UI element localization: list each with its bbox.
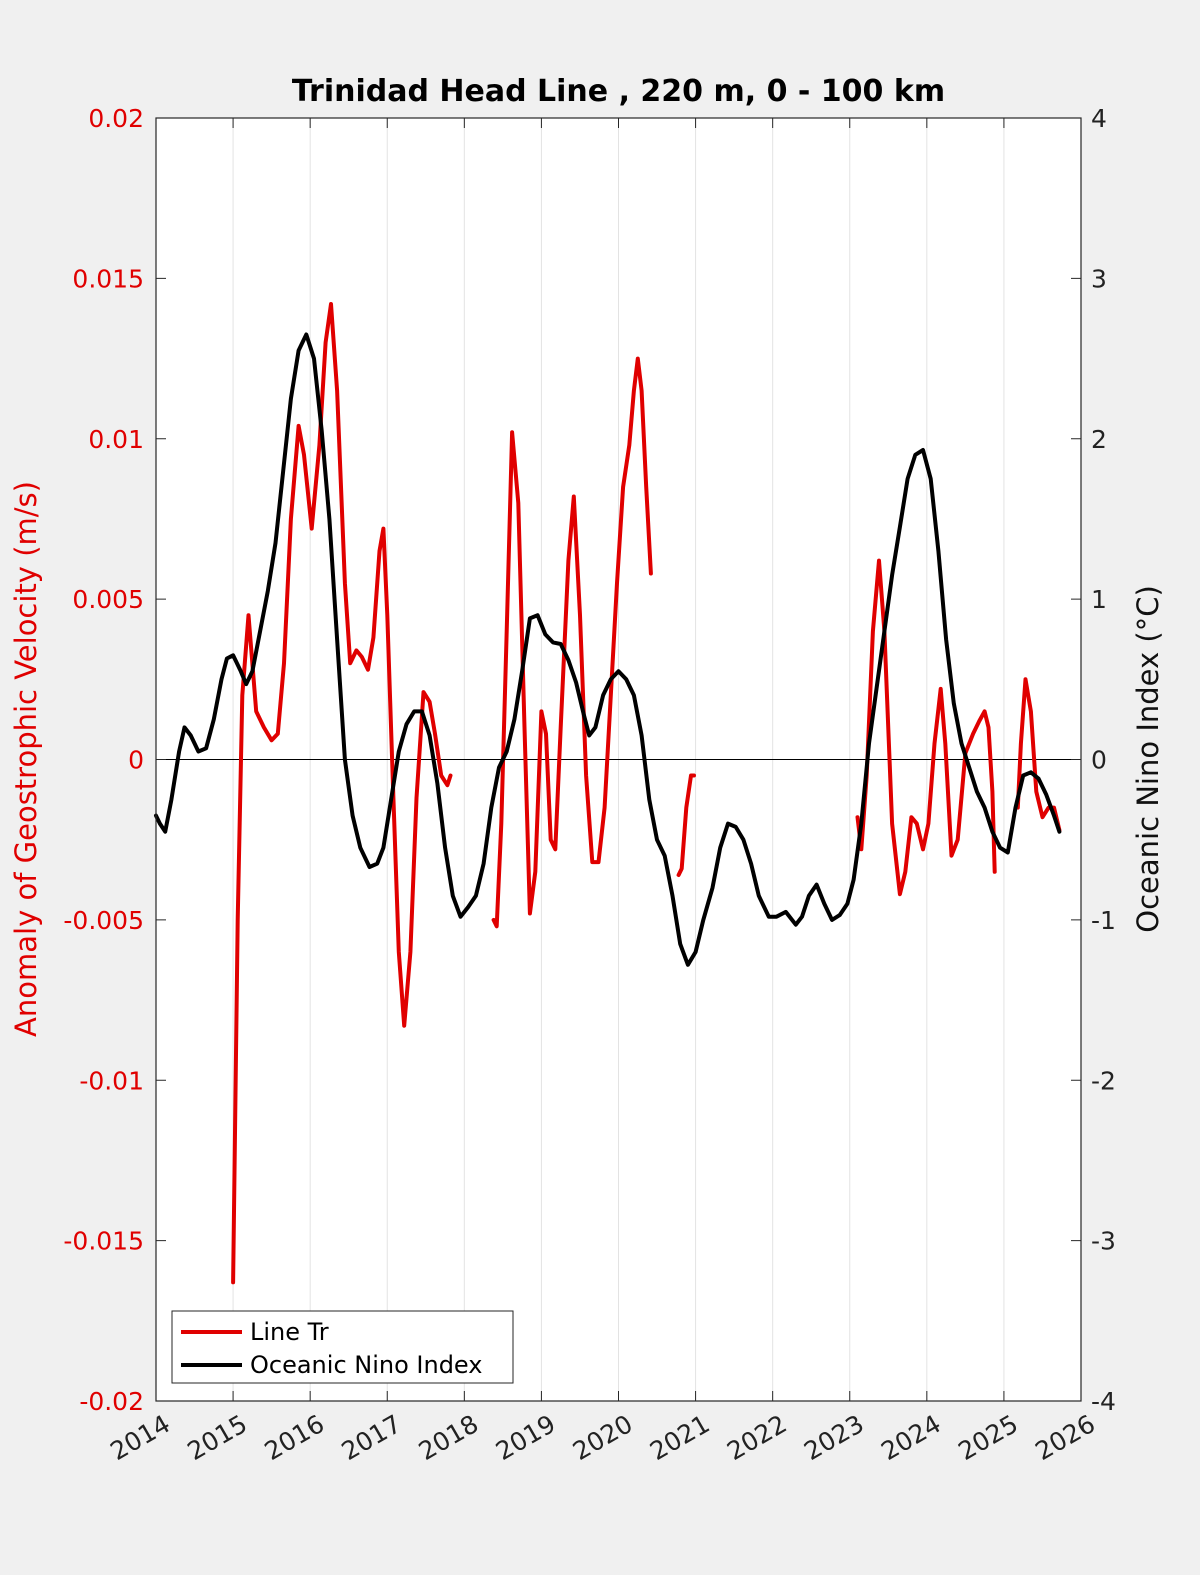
series-group <box>154 302 1062 1285</box>
legend: Line Tr Oceanic Nino Index <box>171 1310 514 1384</box>
y-tick-label-left: -0.01 <box>79 1066 144 1095</box>
y-tick-label-left: 0.01 <box>88 425 144 454</box>
series-line-line-tr-segment-2 <box>676 773 696 877</box>
series-line-oceanic-nino-index-segment-0 <box>154 332 1062 967</box>
x-tick-label: 2023 <box>799 1409 869 1466</box>
x-tick-label: 2020 <box>568 1409 638 1466</box>
series-line-line-tr-segment-0 <box>231 302 453 1285</box>
x-tick-label: 2021 <box>645 1409 715 1466</box>
legend-label-line-tr: Line Tr <box>250 1318 329 1346</box>
x-tick-label: 2017 <box>337 1409 407 1466</box>
x-tick-label: 2015 <box>182 1409 252 1466</box>
x-tick-label: 2026 <box>1030 1409 1100 1466</box>
y-tick-label-right: 0 <box>1091 746 1107 775</box>
y-tick-label-right: -3 <box>1091 1227 1116 1256</box>
y-axis-label-right: Oceanic Nino Index (°C) <box>1131 585 1165 933</box>
y-tick-label-right: -4 <box>1091 1387 1116 1416</box>
x-tick-label: 2014 <box>105 1409 175 1466</box>
y-tick-label-left: 0.005 <box>72 585 144 614</box>
x-tick-label: 2018 <box>414 1409 484 1466</box>
y-tick-label-left: 0.02 <box>88 104 144 133</box>
x-tick-label: 2022 <box>722 1409 792 1466</box>
x-tick-label: 2019 <box>491 1409 561 1466</box>
x-tick-label: 2025 <box>953 1409 1023 1466</box>
y-tick-label-left: -0.02 <box>79 1387 144 1416</box>
y-tick-label-left: -0.005 <box>63 906 144 935</box>
series-line-line-tr-segment-1 <box>491 356 653 929</box>
y-tick-label-right: -2 <box>1091 1066 1116 1095</box>
y-tick-label-left: -0.015 <box>63 1227 144 1256</box>
y-tick-label-right: -1 <box>1091 906 1116 935</box>
y-tick-label-right: 1 <box>1091 585 1107 614</box>
y-tick-label-right: 2 <box>1091 425 1107 454</box>
y-tick-label-left: 0 <box>128 746 144 775</box>
legend-box <box>171 1310 514 1384</box>
chart-title: Trinidad Head Line , 220 m, 0 - 100 km <box>292 74 945 109</box>
series-line-line-tr-segment-3 <box>855 558 997 897</box>
x-tick-label: 2024 <box>876 1409 946 1466</box>
y-tick-label-right: 3 <box>1091 264 1107 293</box>
y-tick-label-left: 0.015 <box>72 264 144 293</box>
y-axis-label-left: Anomaly of Geostrophic Velocity (m/s) <box>9 481 43 1037</box>
y-tick-label-right: 4 <box>1091 104 1107 133</box>
x-tick-label: 2016 <box>260 1409 330 1466</box>
legend-label-oceanic-nino-index: Oceanic Nino Index <box>250 1351 482 1379</box>
